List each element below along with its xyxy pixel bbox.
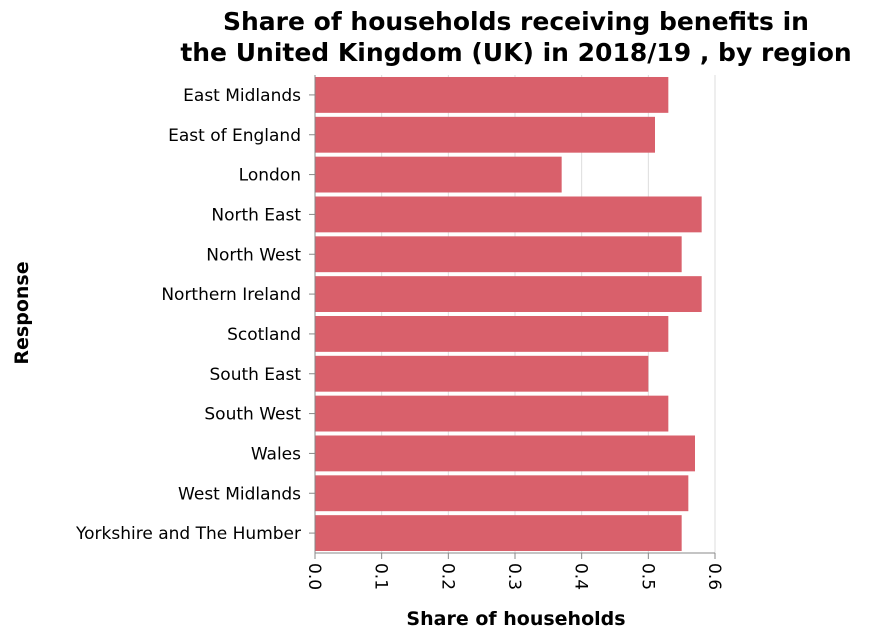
y-tick-label: Wales (251, 444, 301, 464)
gridlines (314, 75, 716, 553)
y-axis-title: Response (11, 261, 33, 364)
bar (315, 196, 702, 233)
x-tick-label: 0.4 (571, 563, 591, 590)
bars (315, 76, 702, 552)
bar (315, 475, 689, 512)
bar (315, 395, 669, 432)
bar (315, 355, 649, 392)
bar (315, 236, 682, 273)
x-tick-label: 0.2 (437, 563, 457, 590)
bar (315, 515, 682, 552)
bar (315, 116, 655, 153)
y-tick-label: Northern Ireland (161, 285, 301, 305)
axes: 0.0 0.1 0.2 0.3 0.4 0.5 0.6 East Midlands East o… (75, 75, 724, 590)
y-tick-label: South West (204, 405, 301, 425)
y-tick-label: North West (206, 245, 301, 265)
y-tick-label: North East (211, 205, 301, 225)
y-tick-label: East Midlands (183, 86, 301, 106)
x-tick-label: 0.6 (704, 563, 724, 590)
x-tick-label: 0.3 (504, 563, 524, 590)
y-tick-label: West Midlands (178, 484, 301, 504)
x-axis-title: Share of households (406, 608, 625, 630)
y-tick-label: Yorkshire and The Humber (75, 524, 301, 544)
y-tick-label: East of England (168, 126, 301, 146)
y-tick-label: Scotland (227, 325, 301, 345)
x-tick-label: 0.0 (304, 563, 324, 590)
bar (315, 315, 669, 352)
y-tick-label: South East (210, 365, 302, 385)
bar (315, 156, 562, 193)
bar (315, 76, 669, 113)
x-tick-label: 0.5 (637, 563, 657, 590)
bar (315, 435, 695, 472)
chart-title-line-1: Share of households receiving benefits i… (223, 7, 809, 36)
chart-title-line-2: the United Kingdom (UK) in 2018/19 , by … (180, 38, 851, 67)
y-tick-label: London (239, 166, 301, 186)
x-tick-label: 0.1 (371, 563, 391, 590)
bar (315, 276, 702, 313)
